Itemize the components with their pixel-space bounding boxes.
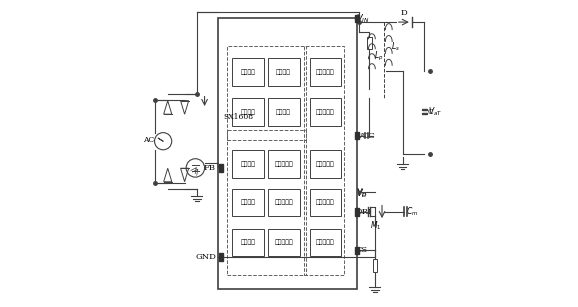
Text: 过流保护: 过流保护 bbox=[276, 109, 291, 115]
Text: 电流采样器: 电流采样器 bbox=[316, 240, 335, 245]
Bar bbox=[355, 132, 359, 139]
FancyBboxPatch shape bbox=[268, 189, 300, 216]
Text: $V_D$: $V_D$ bbox=[356, 187, 368, 200]
FancyBboxPatch shape bbox=[310, 150, 340, 178]
Bar bbox=[219, 164, 223, 172]
Text: $M_1$: $M_1$ bbox=[370, 220, 381, 232]
Text: $V_{aT}$: $V_{aT}$ bbox=[428, 106, 442, 118]
Text: 过热保护: 过热保护 bbox=[241, 69, 256, 75]
FancyBboxPatch shape bbox=[268, 58, 300, 86]
Text: $V_D$: $V_D$ bbox=[356, 187, 367, 199]
FancyBboxPatch shape bbox=[421, 109, 427, 110]
Text: 过压保护: 过压保护 bbox=[241, 109, 256, 115]
FancyBboxPatch shape bbox=[366, 37, 372, 49]
Polygon shape bbox=[164, 168, 172, 182]
Text: 零电流检测: 零电流检测 bbox=[274, 200, 293, 205]
Text: $V_{IN}$: $V_{IN}$ bbox=[356, 12, 369, 25]
Polygon shape bbox=[164, 101, 172, 114]
Text: D: D bbox=[401, 9, 407, 17]
FancyBboxPatch shape bbox=[310, 58, 340, 86]
Bar bbox=[355, 15, 359, 22]
Text: 多频振荡器: 多频振荡器 bbox=[274, 161, 293, 167]
Text: 负载检测: 负载检测 bbox=[241, 200, 256, 205]
FancyBboxPatch shape bbox=[310, 189, 340, 216]
Text: 模式选择器: 模式选择器 bbox=[274, 240, 293, 245]
Text: $L_s$: $L_s$ bbox=[391, 41, 400, 53]
Text: $C_m$: $C_m$ bbox=[406, 206, 418, 218]
Text: CS: CS bbox=[356, 246, 368, 254]
Polygon shape bbox=[180, 168, 188, 182]
FancyBboxPatch shape bbox=[232, 150, 265, 178]
Text: FB: FB bbox=[204, 164, 216, 172]
FancyBboxPatch shape bbox=[310, 98, 340, 126]
FancyBboxPatch shape bbox=[268, 150, 300, 178]
Bar bbox=[219, 253, 223, 261]
FancyBboxPatch shape bbox=[268, 229, 300, 256]
Text: 内部启动模: 内部启动模 bbox=[316, 69, 335, 75]
Bar bbox=[355, 247, 359, 254]
Bar bbox=[355, 208, 359, 216]
Text: AC: AC bbox=[143, 136, 154, 144]
Text: DRI: DRI bbox=[356, 208, 372, 216]
FancyBboxPatch shape bbox=[310, 229, 340, 256]
FancyBboxPatch shape bbox=[232, 98, 265, 126]
Text: 输出驱动模: 输出驱动模 bbox=[316, 161, 335, 167]
Text: 谷底检测: 谷底检测 bbox=[241, 240, 256, 245]
FancyBboxPatch shape bbox=[372, 259, 377, 272]
Text: 反馈输入: 反馈输入 bbox=[241, 161, 256, 167]
Text: 误差放大器: 误差放大器 bbox=[316, 200, 335, 205]
FancyBboxPatch shape bbox=[232, 229, 265, 256]
Text: SX1608: SX1608 bbox=[224, 113, 254, 121]
FancyBboxPatch shape bbox=[421, 113, 427, 114]
FancyBboxPatch shape bbox=[232, 189, 265, 216]
Text: VCC: VCC bbox=[356, 132, 375, 140]
FancyBboxPatch shape bbox=[232, 58, 265, 86]
Text: 过载保护: 过载保护 bbox=[276, 69, 291, 75]
Text: 基准电压模: 基准电压模 bbox=[316, 109, 335, 115]
Text: $L_p$: $L_p$ bbox=[374, 49, 384, 63]
Text: GND: GND bbox=[195, 253, 216, 261]
FancyBboxPatch shape bbox=[268, 98, 300, 126]
Polygon shape bbox=[180, 101, 188, 114]
Text: C: C bbox=[428, 108, 434, 116]
